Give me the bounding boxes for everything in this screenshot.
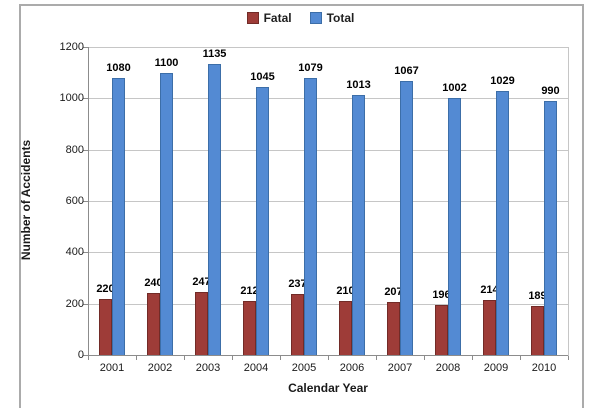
y-axis-line xyxy=(88,47,89,356)
data-label-fatal-2010: 189 xyxy=(528,290,547,303)
x-tick-10 xyxy=(568,356,569,360)
bar-fatal-2002 xyxy=(147,293,160,355)
x-axis-line xyxy=(88,355,569,356)
bar-fatal-2006 xyxy=(339,301,352,355)
legend-label-total: Total xyxy=(326,11,355,25)
y-tick-label-0: 0 xyxy=(77,349,84,361)
data-label-fatal-2007: 207 xyxy=(384,285,403,298)
y-tick-400 xyxy=(83,252,88,254)
data-label-fatal-2004: 212 xyxy=(240,284,259,297)
legend-swatch-total xyxy=(309,12,322,24)
legend-item-fatal: Fatal xyxy=(246,11,292,25)
bar-fatal-2007 xyxy=(387,301,400,355)
x-category-label-2007: 2007 xyxy=(387,362,413,374)
bar-fatal-2004 xyxy=(243,300,256,355)
bar-total-2004 xyxy=(256,86,269,355)
x-axis-title: Calendar Year xyxy=(288,381,368,395)
x-category-label-2010: 2010 xyxy=(531,362,557,374)
bar-fatal-2008 xyxy=(435,304,448,355)
bar-fatal-2003 xyxy=(195,291,208,355)
bar-total-2003 xyxy=(208,63,221,355)
x-tick-4 xyxy=(280,356,281,360)
y-tick-200 xyxy=(83,303,88,305)
x-tick-1 xyxy=(136,356,137,360)
x-tick-6 xyxy=(376,356,377,360)
legend: Fatal Total xyxy=(19,9,582,27)
data-label-total-2007: 1067 xyxy=(394,65,419,78)
bar-total-2005 xyxy=(304,78,317,355)
bar-fatal-2005 xyxy=(291,294,304,355)
legend-item-total: Total xyxy=(309,11,355,25)
data-label-fatal-2008: 196 xyxy=(432,288,451,301)
gridline-800 xyxy=(88,149,568,151)
plot-area: 220 1080 240 1100 247 1135 212 1045 237 1079 210 10… xyxy=(88,47,568,355)
y-tick-label-800: 800 xyxy=(65,143,84,156)
x-tick-8 xyxy=(472,356,473,360)
x-category-label-2008: 2008 xyxy=(435,362,461,374)
y-tick-600 xyxy=(83,201,88,202)
data-label-total-2008: 1002 xyxy=(442,81,467,94)
x-category-label-2004: 2004 xyxy=(243,362,269,374)
bar-total-2006 xyxy=(352,94,365,355)
x-category-label-2009: 2009 xyxy=(483,362,509,374)
x-tick-2 xyxy=(184,356,185,360)
y-tick-1000 xyxy=(83,98,88,100)
bar-fatal-2010 xyxy=(531,306,544,355)
gridline-1200 xyxy=(88,47,568,48)
x-category-label-2005: 2005 xyxy=(291,362,317,374)
data-label-total-2003: 1135 xyxy=(202,47,227,60)
bar-total-2001 xyxy=(112,77,125,355)
gridline-200 xyxy=(88,303,568,305)
data-label-total-2005: 1079 xyxy=(298,62,323,75)
data-label-total-2009: 1029 xyxy=(490,74,515,87)
data-label-total-2002: 1100 xyxy=(154,56,179,69)
bar-fatal-2009 xyxy=(483,300,496,355)
x-tick-3 xyxy=(232,356,233,360)
data-label-fatal-2009: 214 xyxy=(480,284,499,297)
x-category-label-2001: 2001 xyxy=(99,362,125,374)
y-tick-0 xyxy=(83,355,88,356)
plot-right-border xyxy=(568,47,569,356)
bar-total-2002 xyxy=(160,72,173,355)
data-label-fatal-2001: 220 xyxy=(96,282,115,295)
x-category-label-2003: 2003 xyxy=(195,362,221,374)
bar-total-2007 xyxy=(400,81,413,355)
y-tick-1200 xyxy=(83,47,88,48)
data-label-total-2010: 990 xyxy=(541,84,560,97)
legend-swatch-fatal xyxy=(246,12,259,24)
y-tick-label-600: 600 xyxy=(65,195,84,207)
y-tick-label-1000: 1000 xyxy=(59,92,84,105)
x-category-label-2006: 2006 xyxy=(339,362,365,374)
data-label-fatal-2005: 237 xyxy=(288,278,307,291)
x-tick-0 xyxy=(88,356,89,360)
data-label-total-2001: 1080 xyxy=(106,61,131,74)
y-tick-label-200: 200 xyxy=(65,297,84,310)
y-tick-800 xyxy=(83,149,88,151)
x-tick-7 xyxy=(424,356,425,360)
legend-label-fatal: Fatal xyxy=(263,11,292,25)
x-category-label-2002: 2002 xyxy=(147,362,173,374)
gridline-1000 xyxy=(88,98,568,100)
bar-fatal-2001 xyxy=(99,298,112,355)
bar-total-2010 xyxy=(544,100,557,355)
gridline-600 xyxy=(88,201,568,202)
y-tick-label-400: 400 xyxy=(65,246,84,259)
data-label-total-2004: 1045 xyxy=(250,70,275,83)
y-axis-title: Number of Accidents xyxy=(19,139,33,261)
x-tick-5 xyxy=(328,356,329,360)
x-tick-9 xyxy=(520,356,521,360)
data-label-fatal-2003: 247 xyxy=(192,275,211,288)
bar-total-2009 xyxy=(496,90,509,355)
y-tick-label-1200: 1200 xyxy=(59,41,84,53)
data-label-fatal-2006: 210 xyxy=(336,285,355,298)
bar-total-2008 xyxy=(448,97,461,355)
gridline-400 xyxy=(88,252,568,254)
data-label-total-2006: 1013 xyxy=(346,78,371,91)
data-label-fatal-2002: 240 xyxy=(144,277,163,290)
